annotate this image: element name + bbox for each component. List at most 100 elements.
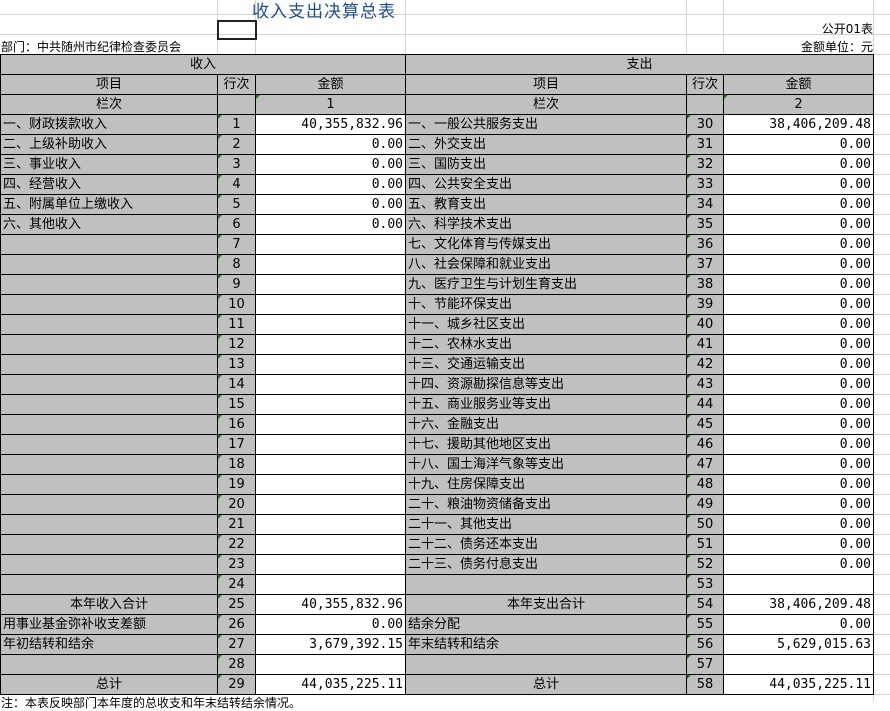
expense-amount[interactable]: 0.00 — [723, 274, 874, 295]
income-row-no[interactable]: 22 — [217, 534, 256, 555]
income-item[interactable] — [0, 554, 218, 575]
income-row-no[interactable]: 28 — [217, 654, 256, 675]
expense-amount[interactable]: 0.00 — [723, 334, 874, 355]
income-amount[interactable] — [255, 354, 406, 375]
expense-item[interactable]: 九、医疗卫生与计划生育支出 — [405, 274, 687, 295]
expense-row-no[interactable]: 58 — [686, 674, 724, 695]
row-no-header[interactable]: 行次 — [217, 74, 256, 95]
income-item[interactable] — [0, 334, 218, 355]
expense-amount[interactable]: 0.00 — [723, 614, 874, 635]
income-amount[interactable] — [255, 654, 406, 675]
income-amount[interactable] — [255, 514, 406, 535]
income-row-no[interactable]: 9 — [217, 274, 256, 295]
expense-row-no[interactable]: 50 — [686, 514, 724, 535]
income-item[interactable]: 一、财政拨款收入 — [0, 114, 218, 135]
income-item[interactable]: 五、附属单位上缴收入 — [0, 194, 218, 215]
column-no-1[interactable]: 1 — [255, 94, 406, 115]
expense-amount[interactable]: 0.00 — [723, 514, 874, 535]
income-item[interactable] — [0, 274, 218, 295]
expense-row-no[interactable]: 39 — [686, 294, 724, 315]
expense-amount[interactable]: 0.00 — [723, 294, 874, 315]
expense-item[interactable]: 十二、农林水支出 — [405, 334, 687, 355]
expense-row-no[interactable]: 52 — [686, 554, 724, 575]
expense-amount[interactable] — [723, 654, 874, 675]
expense-item[interactable]: 二十二、债务还本支出 — [405, 534, 687, 555]
income-item[interactable] — [0, 354, 218, 375]
expense-item[interactable]: 总计 — [405, 674, 687, 695]
income-row-no[interactable]: 29 — [217, 674, 256, 695]
expense-row-no[interactable]: 31 — [686, 134, 724, 155]
selected-cell[interactable] — [217, 20, 257, 40]
expense-row-no[interactable]: 35 — [686, 214, 724, 235]
expense-item[interactable]: 二十三、债务付息支出 — [405, 554, 687, 575]
income-item[interactable] — [0, 534, 218, 555]
expense-item[interactable]: 八、社会保障和就业支出 — [405, 254, 687, 275]
income-item[interactable]: 本年收入合计 — [0, 594, 218, 615]
expense-row-no[interactable]: 51 — [686, 534, 724, 555]
income-row-no[interactable]: 1 — [217, 114, 256, 135]
income-row-no[interactable]: 12 — [217, 334, 256, 355]
income-row-no[interactable]: 10 — [217, 294, 256, 315]
income-amount[interactable]: 0.00 — [255, 134, 406, 155]
income-amount[interactable]: 40,355,832.96 — [255, 114, 406, 135]
expense-row-no[interactable]: 45 — [686, 414, 724, 435]
expense-header[interactable]: 支出 — [405, 54, 874, 75]
income-item[interactable] — [0, 654, 218, 675]
expense-row-no[interactable]: 37 — [686, 254, 724, 275]
income-row-no[interactable]: 13 — [217, 354, 256, 375]
income-amount[interactable]: 3,679,392.15 — [255, 634, 406, 655]
income-item[interactable] — [0, 294, 218, 315]
expense-item[interactable]: 二十、粮油物资储备支出 — [405, 494, 687, 515]
expense-row-no[interactable]: 42 — [686, 354, 724, 375]
expense-row-no[interactable]: 47 — [686, 454, 724, 475]
income-row-no[interactable]: 15 — [217, 394, 256, 415]
expense-row-no[interactable]: 36 — [686, 234, 724, 255]
expense-amount[interactable]: 0.00 — [723, 354, 874, 375]
expense-item[interactable] — [405, 574, 687, 595]
income-row-no[interactable]: 26 — [217, 614, 256, 635]
expense-amount[interactable]: 0.00 — [723, 314, 874, 335]
expense-amount[interactable]: 0.00 — [723, 194, 874, 215]
income-amount[interactable] — [255, 254, 406, 275]
cell[interactable] — [217, 94, 256, 115]
income-amount[interactable] — [255, 374, 406, 395]
expense-amount[interactable]: 0.00 — [723, 454, 874, 475]
item-header[interactable]: 项目 — [0, 74, 218, 95]
expense-amount[interactable]: 38,406,209.48 — [723, 594, 874, 615]
expense-row-no[interactable]: 43 — [686, 374, 724, 395]
income-item[interactable] — [0, 314, 218, 335]
expense-item[interactable]: 十五、商业服务业等支出 — [405, 394, 687, 415]
cell[interactable] — [686, 94, 724, 115]
income-item[interactable]: 总计 — [0, 674, 218, 695]
income-item[interactable] — [0, 234, 218, 255]
income-item[interactable] — [0, 454, 218, 475]
income-item[interactable]: 二、上级补助收入 — [0, 134, 218, 155]
expense-amount[interactable]: 0.00 — [723, 174, 874, 195]
income-amount[interactable] — [255, 314, 406, 335]
expense-amount[interactable]: 0.00 — [723, 154, 874, 175]
expense-item[interactable]: 三、国防支出 — [405, 154, 687, 175]
income-row-no[interactable]: 2 — [217, 134, 256, 155]
income-row-no[interactable]: 6 — [217, 214, 256, 235]
income-row-no[interactable]: 3 — [217, 154, 256, 175]
expense-row-no[interactable]: 54 — [686, 594, 724, 615]
expense-item[interactable]: 十九、住房保障支出 — [405, 474, 687, 495]
income-amount[interactable] — [255, 234, 406, 255]
income-item[interactable]: 六、其他收入 — [0, 214, 218, 235]
expense-item[interactable]: 结余分配 — [405, 614, 687, 635]
income-amount[interactable] — [255, 554, 406, 575]
expense-item[interactable]: 十八、国土海洋气象等支出 — [405, 454, 687, 475]
expense-row-no[interactable]: 48 — [686, 474, 724, 495]
income-amount[interactable]: 0.00 — [255, 614, 406, 635]
income-row-no[interactable]: 4 — [217, 174, 256, 195]
income-item[interactable] — [0, 374, 218, 395]
expense-item[interactable]: 十七、援助其他地区支出 — [405, 434, 687, 455]
income-row-no[interactable]: 16 — [217, 414, 256, 435]
expense-row-no[interactable]: 41 — [686, 334, 724, 355]
expense-amount[interactable]: 0.00 — [723, 534, 874, 555]
income-row-no[interactable]: 17 — [217, 434, 256, 455]
income-row-no[interactable]: 7 — [217, 234, 256, 255]
income-row-no[interactable]: 23 — [217, 554, 256, 575]
expense-row-no[interactable]: 57 — [686, 654, 724, 675]
income-item[interactable]: 用事业基金弥补收支差额 — [0, 614, 218, 635]
